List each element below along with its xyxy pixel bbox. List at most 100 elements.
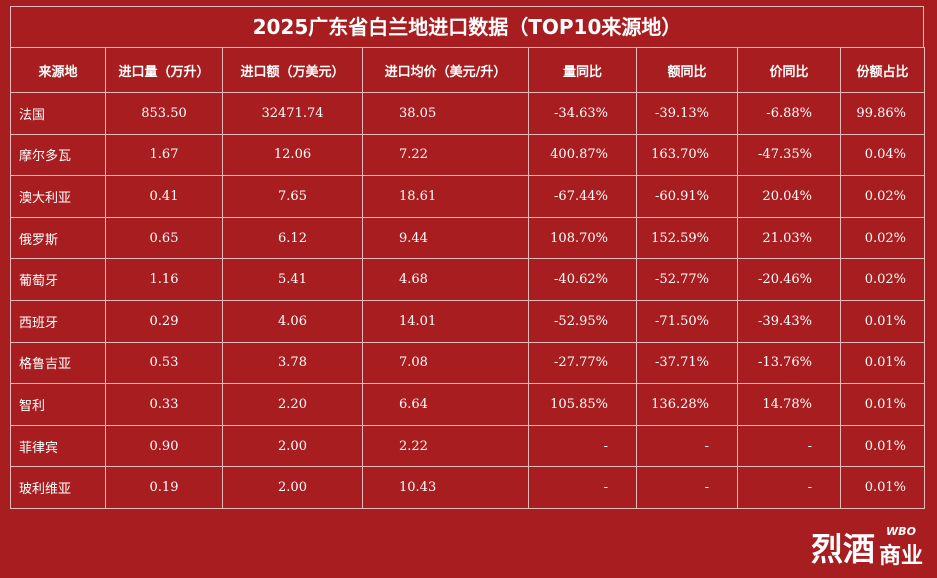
- table-cell: 14.01: [362, 299, 529, 343]
- table-cell: -52.95%: [528, 299, 637, 343]
- table-cell: 163.70%: [636, 133, 738, 177]
- table-cell: -52.77%: [636, 258, 738, 301]
- table-cell: 18.61: [362, 175, 529, 218]
- table-cell: 2.00: [222, 466, 363, 509]
- table-row: 西班牙 0.29 4.06 14.01 -52.95% -71.50% -39.43% 0.0…: [10, 299, 925, 343]
- column-header: 份额占比: [840, 47, 925, 93]
- table-cell: 4.06: [222, 299, 363, 343]
- table-cell: -6.88%: [737, 92, 841, 135]
- logo: 烈酒 WBO 商业: [811, 524, 923, 570]
- table-cell: 108.70%: [528, 216, 637, 260]
- table-cell: 0.19: [105, 466, 223, 509]
- table-row: 菲律宾 0.90 2.00 2.22- - -0.01%: [10, 424, 925, 468]
- table-cell: -: [636, 424, 738, 468]
- table-cell: 2.20: [222, 383, 363, 426]
- table-body: 法国 853.50 32471.74 38.05 -34.63% -39.13% -6.88…: [10, 92, 925, 509]
- table-cell: 7.65: [222, 175, 363, 218]
- table-cell: -: [737, 466, 841, 509]
- table-cell: -67.44%: [528, 175, 637, 218]
- table-cell: 4.68: [362, 258, 529, 301]
- column-header: 进口量（万升）: [105, 47, 223, 93]
- table-cell: 9.44: [362, 216, 529, 260]
- logo-sub: 商业: [878, 544, 923, 569]
- table-cell: 105.85%: [528, 383, 637, 426]
- table-cell: 7.22: [362, 133, 529, 177]
- table-cell: 2.22: [362, 424, 529, 468]
- table-cell: 0.01%: [840, 424, 925, 468]
- table-cell: 0.02%: [840, 258, 925, 301]
- table-cell: 2.00: [222, 424, 363, 468]
- table-cell: 0.01%: [840, 299, 925, 343]
- table-cell: 0.02%: [840, 175, 925, 218]
- table-cell: 6.12: [222, 216, 363, 260]
- table-cell: 10.43: [362, 466, 529, 509]
- table-cell: 0.02%: [840, 216, 925, 260]
- column-header: 价同比: [737, 47, 841, 93]
- table-cell: 38.05: [362, 92, 529, 135]
- table-cell: -40.62%: [528, 258, 637, 301]
- table-cell: 32471.74: [222, 92, 363, 135]
- column-header: 进口均价（美元/升）: [362, 47, 529, 93]
- table-cell: -39.43%: [737, 299, 841, 343]
- table-cell: 0.41: [105, 175, 223, 218]
- table-row: 摩尔多瓦 1.67 12.06 7.22 400.87% 163.70% -47.35% 0.…: [10, 133, 925, 177]
- table-cell: 1.16: [105, 258, 223, 301]
- table-cell: 澳大利亚: [10, 175, 106, 218]
- logo-badge: WBO: [886, 525, 916, 538]
- table-cell: -34.63%: [528, 92, 637, 135]
- table-cell: 0.53: [105, 341, 223, 385]
- table-cell: 0.33: [105, 383, 223, 426]
- table-cell: -: [737, 424, 841, 468]
- table-cell: -39.13%: [636, 92, 738, 135]
- table-row: 玻利维亚 0.19 2.00 10.43- - -0.01%: [10, 466, 925, 509]
- table-cell: 853.50: [105, 92, 223, 135]
- table-cell: 21.03%: [737, 216, 841, 260]
- table-row: 法国 853.50 32471.74 38.05 -34.63% -39.13% -6.88…: [10, 92, 925, 135]
- table-cell: 俄罗斯: [10, 216, 106, 260]
- table-cell: 99.86%: [840, 92, 925, 135]
- column-header: 额同比: [636, 47, 738, 93]
- table-cell: 0.01%: [840, 341, 925, 385]
- table-row: 格鲁吉亚 0.53 3.78 7.08 -27.77% -37.71% -13.76% 0.0…: [10, 341, 925, 385]
- column-header: 量同比: [528, 47, 637, 93]
- table-row: 澳大利亚 0.41 7.65 18.61 -67.44% -60.91% 20.04% 0.0…: [10, 175, 925, 218]
- table-cell: 格鲁吉亚: [10, 341, 106, 385]
- table-cell: 法国: [10, 92, 106, 135]
- table-cell: 0.01%: [840, 383, 925, 426]
- table-cell: 玻利维亚: [10, 466, 106, 509]
- table-cell: 0.04%: [840, 133, 925, 177]
- table-cell: -37.71%: [636, 341, 738, 385]
- table-cell: -27.77%: [528, 341, 637, 385]
- header-row: 来源地 进口量（万升） 进口额（万美元） 进口均价（美元/升） 量同比 额同比 价同比 份额占…: [10, 47, 925, 93]
- table-row: 智利 0.33 2.20 6.64 105.85% 136.28% 14.78% 0.01%: [10, 383, 925, 426]
- table-cell: 400.87%: [528, 133, 637, 177]
- table-cell: 20.04%: [737, 175, 841, 218]
- table-cell: 6.64: [362, 383, 529, 426]
- data-table: 来源地 进口量（万升） 进口额（万美元） 进口均价（美元/升） 量同比 额同比 价同比 份额占…: [10, 47, 925, 509]
- table-cell: 0.90: [105, 424, 223, 468]
- table-cell: -: [528, 466, 637, 509]
- table-cell: 152.59%: [636, 216, 738, 260]
- table-panel: 2025广东省白兰地进口数据（TOP10来源地） 来源地 进口量（万升） 进口额（万…: [10, 6, 925, 509]
- table-cell: -60.91%: [636, 175, 738, 218]
- column-header: 来源地: [10, 47, 106, 93]
- table-row: 俄罗斯 0.65 6.12 9.44 108.70% 152.59% 21.03% 0.02%: [10, 216, 925, 260]
- table-row: 葡萄牙 1.16 5.41 4.68 -40.62% -52.77% -20.46% 0.02…: [10, 258, 925, 301]
- table-cell: -71.50%: [636, 299, 738, 343]
- table-cell: 葡萄牙: [10, 258, 106, 301]
- table-cell: -47.35%: [737, 133, 841, 177]
- table-cell: 136.28%: [636, 383, 738, 426]
- table-cell: 7.08: [362, 341, 529, 385]
- table-cell: -: [636, 466, 738, 509]
- table-cell: 12.06: [222, 133, 363, 177]
- logo-side: WBO 商业: [879, 525, 923, 570]
- table-cell: 0.01%: [840, 466, 925, 509]
- logo-name: 烈酒: [810, 530, 875, 568]
- table-cell: 0.65: [105, 216, 223, 260]
- table-cell: 3.78: [222, 341, 363, 385]
- column-header: 进口额（万美元）: [222, 47, 363, 93]
- table-cell: -13.76%: [737, 341, 841, 385]
- table-cell: 14.78%: [737, 383, 841, 426]
- table-cell: 0.29: [105, 299, 223, 343]
